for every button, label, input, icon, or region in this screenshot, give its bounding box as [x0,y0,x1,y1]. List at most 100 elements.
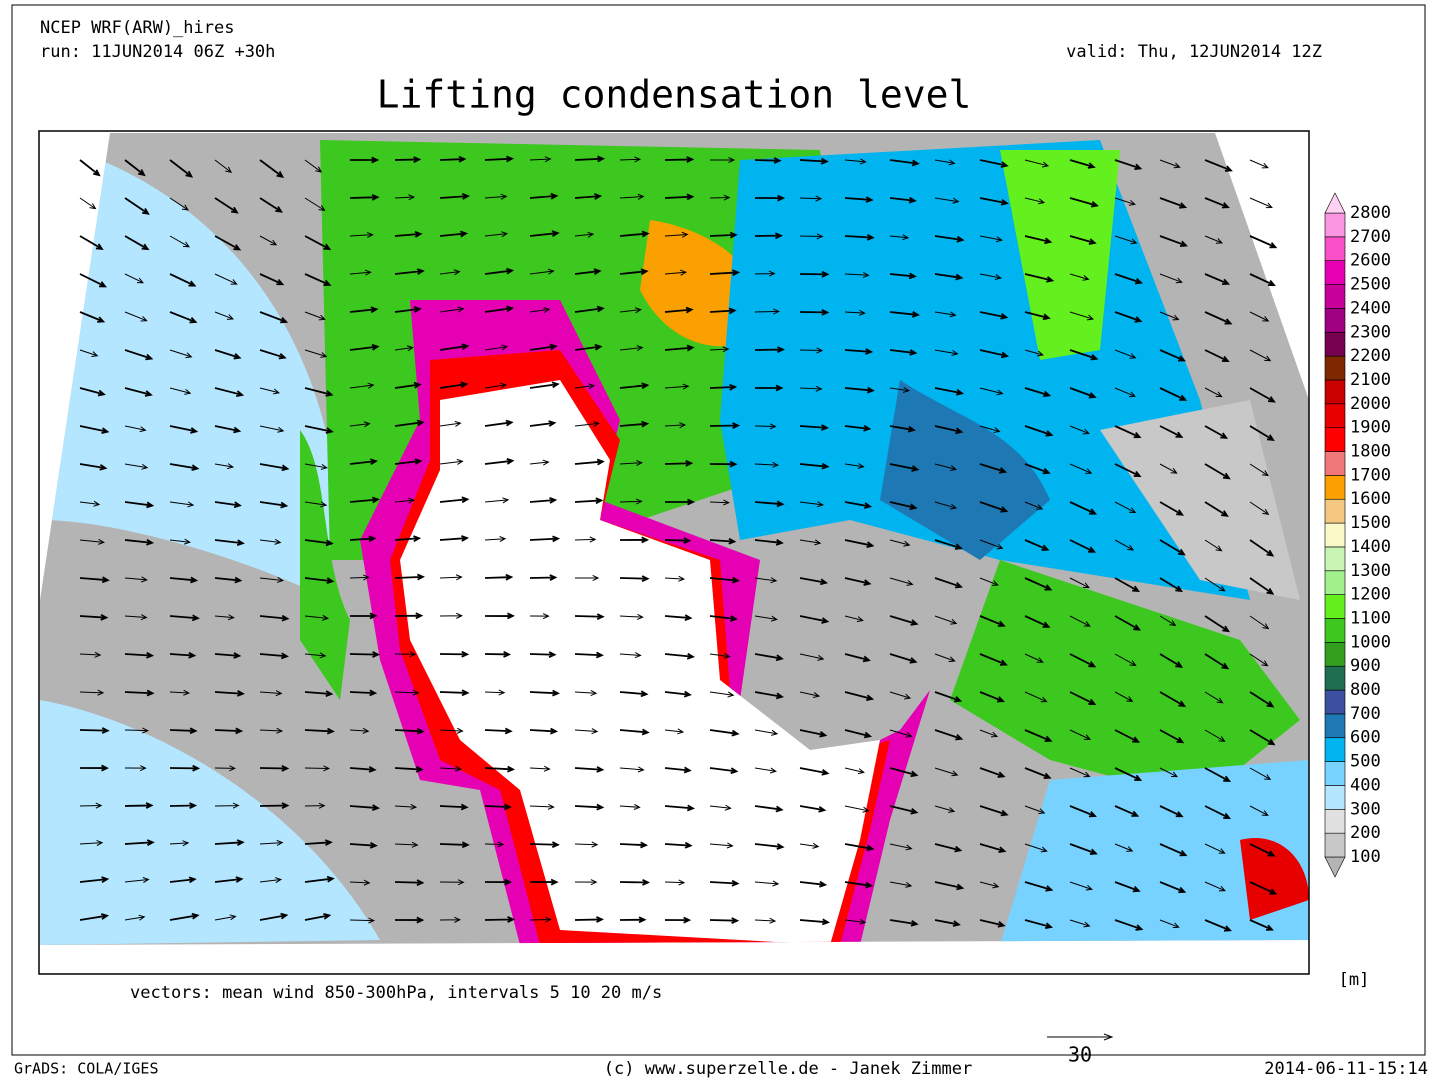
color-box [1324,475,1346,500]
wind-arrow [259,501,289,509]
wind-arrow [1114,653,1137,667]
wind-arrow [1249,311,1270,322]
wind-arrow [1069,501,1097,515]
colorbar-label: 1400 [1350,537,1391,557]
wind-arrow [394,841,419,848]
wind-arrow [214,539,245,547]
wind-arrow [214,235,242,251]
wind-arrow [1069,311,1095,321]
wind-arrow [529,727,558,735]
wind-arrow [259,235,278,246]
wind-arrow [304,839,333,846]
wind-arrow [484,382,508,389]
wind-arrow [1249,729,1276,746]
wind-arrow [979,843,1007,853]
wind-arrow [169,912,200,921]
wind-arrow [349,269,372,276]
wind-arrow [799,691,821,698]
wind-arrow [124,159,146,177]
colorbar-label: 2800 [1350,203,1391,223]
wind-arrow [169,764,201,772]
wind-arrow [304,349,328,358]
wind-arrow [574,803,605,811]
wind-arrow [574,497,604,505]
wind-arrow [1114,159,1143,171]
wind-arrow [1114,539,1135,551]
color-box [1324,785,1346,810]
wind-arrow [1114,767,1143,781]
colorbar-label: 1900 [1350,418,1391,438]
wind-arrow [349,458,378,466]
wind-arrow [169,159,194,178]
wind-arrow [934,577,963,589]
wind-arrow [664,193,695,201]
wind-arrow [304,463,328,470]
wind-arrow [1114,729,1141,743]
wind-arrow [1114,805,1140,817]
wind-arrow [844,691,875,702]
wind-arrow [169,197,189,211]
reference-label: 30 [1068,1043,1092,1067]
wind-arrow [934,349,959,356]
wind-arrow [574,916,604,923]
wind-arrow [1114,197,1136,206]
colorbar-label: 1000 [1350,632,1391,652]
wind-arrow [439,269,461,276]
wind-arrow [304,652,327,659]
wind-arrow [754,270,776,277]
wind-arrow [664,728,685,735]
color-box [1324,832,1346,858]
wind-arrow [484,727,513,735]
wind-arrow [889,729,913,738]
wind-arrow [79,273,107,288]
wind-arrow [844,843,875,852]
wind-arrow [394,612,424,620]
wind-arrow [529,192,559,200]
wind-arrow [1024,919,1054,930]
wind-arrow [979,767,1006,778]
wind-arrow [574,420,600,427]
wind-arrow [349,343,380,351]
wind-arrow [934,273,964,281]
wind-arrow [1159,577,1184,593]
colorbar-label: 100 [1350,847,1381,867]
wind-arrow [529,535,561,543]
wind-arrow [259,538,282,545]
wind-arrow [799,729,828,738]
wind-arrow [664,344,695,352]
wind-arrow [709,460,738,468]
wind-arrow [1204,425,1229,439]
wind-arrow [349,841,378,849]
wind-arrow [664,614,693,622]
colorbar-label: 1500 [1350,513,1391,533]
wind-arrow [304,765,330,772]
wind-arrow [709,879,740,887]
wind-arrow [844,577,872,586]
wind-arrow [754,384,784,392]
wind-arrow [574,689,598,696]
wind-arrow [664,459,694,467]
wind-arrow [529,689,561,697]
wind-arrow [709,194,731,201]
wind-arrow [394,156,422,163]
wind-arrow [664,383,690,390]
wind-arrow [79,576,110,584]
wind-arrow [259,159,285,179]
wind-arrow [1114,615,1142,631]
wind-arrow [1069,843,1098,855]
wind-arrow [124,501,155,509]
wind-arrow [1204,539,1223,552]
wind-arrow [349,156,380,164]
wind-arrow [214,614,235,621]
wind-arrow [619,230,650,238]
wind-arrow [304,690,334,697]
wind-arrow [484,612,515,620]
wind-arrow [754,615,778,622]
wind-arrow [1204,463,1231,480]
wind-arrow [709,499,730,506]
wind-arrow [799,615,830,624]
wind-arrow [709,917,740,924]
wind-arrow [844,805,870,813]
wind-arrow [1024,691,1048,703]
